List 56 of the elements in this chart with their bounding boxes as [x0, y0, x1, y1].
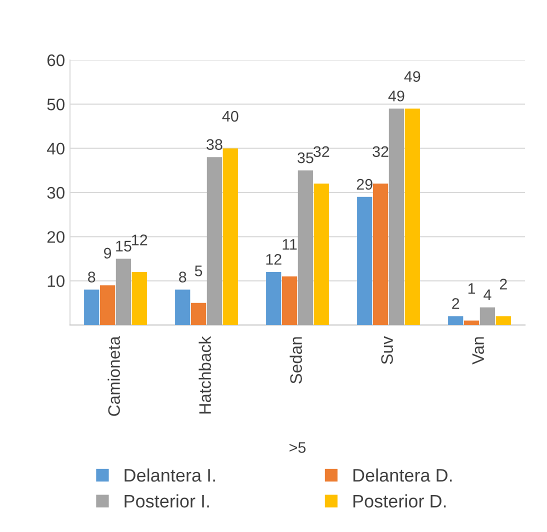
data-label: 40 — [222, 110, 238, 122]
bar — [372, 184, 388, 325]
y-tick-label: 60 — [47, 54, 64, 66]
bar — [84, 290, 100, 325]
data-label: 8 — [179, 272, 186, 282]
y-tick-label: 50 — [47, 98, 64, 110]
bar — [266, 272, 282, 325]
data-label: 11 — [282, 239, 297, 250]
x-tick-label: Suv — [381, 336, 393, 364]
data-label: 15 — [116, 240, 132, 252]
bar — [132, 272, 147, 325]
bar — [100, 285, 116, 325]
legend-label: Delantera I. — [124, 468, 215, 482]
data-label: 12 — [132, 234, 148, 246]
x-tick-label: Camioneta — [108, 336, 120, 416]
bar — [404, 108, 420, 325]
x-tick-label: Sedan — [290, 337, 302, 384]
bar — [298, 170, 314, 325]
bar — [388, 108, 404, 325]
data-label: 32 — [313, 146, 330, 158]
data-label: 5 — [194, 266, 202, 276]
bar — [116, 258, 132, 325]
bar — [480, 307, 496, 325]
data-label: 2 — [500, 278, 507, 290]
legend-label: Delantera D. — [353, 468, 452, 482]
data-label: 12 — [266, 254, 282, 265]
data-label: 49 — [404, 71, 420, 82]
bar — [464, 320, 480, 325]
data-label: 35 — [298, 152, 314, 164]
data-label: 2 — [452, 298, 460, 309]
y-tick-label: 40 — [46, 142, 64, 155]
bar — [314, 184, 329, 325]
bar — [175, 290, 190, 325]
bar — [222, 148, 238, 325]
data-label: 1 — [468, 283, 476, 294]
bar — [496, 316, 511, 325]
data-label: 49 — [388, 90, 404, 102]
data-label: 32 — [372, 146, 388, 158]
x-tick-label: Hatchback — [198, 336, 211, 414]
data-label: 8 — [88, 272, 96, 282]
y-tick-label: 20 — [47, 231, 64, 243]
bar — [190, 302, 206, 325]
x-axis-title: >5 — [290, 442, 306, 453]
data-label: 29 — [356, 178, 372, 190]
data-label: 38 — [206, 139, 222, 150]
bar — [357, 196, 372, 325]
legend-label: Posterior D. — [353, 494, 446, 508]
bar — [206, 157, 222, 325]
legend-label: Posterior I. — [124, 494, 209, 508]
y-tick-label: 10 — [48, 275, 64, 288]
y-tick-label: 30 — [47, 186, 64, 199]
bar — [448, 316, 464, 325]
x-tick-label: Van — [472, 337, 484, 364]
bar — [282, 276, 298, 325]
data-label: 9 — [104, 248, 112, 259]
data-label: 4 — [484, 289, 492, 300]
